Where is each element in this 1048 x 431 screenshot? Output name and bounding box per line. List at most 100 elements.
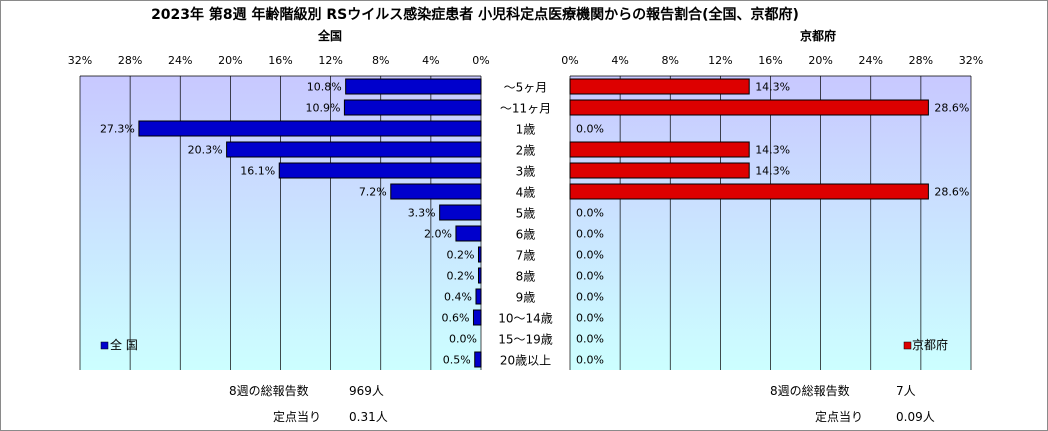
right-per-value: 0.09人 bbox=[896, 410, 935, 424]
category-label: 9歳 bbox=[516, 291, 536, 305]
tick-label-right: 0% bbox=[561, 54, 578, 67]
bar-kyoto bbox=[569, 162, 750, 179]
left-total-value: 969人 bbox=[349, 384, 384, 398]
legend-right-swatch bbox=[903, 341, 912, 350]
category-label: 4歳 bbox=[516, 186, 536, 200]
tick-label-right: 24% bbox=[859, 54, 883, 67]
category-label: 5歳 bbox=[516, 207, 536, 221]
category-labels: ～5ヶ月 ～11ヶ月 1歳 2歳 3歳 4歳 5歳 6歳 7歳 8歳 9歳 10～14歳 15～19歳 2… bbox=[498, 81, 553, 368]
tick-label-left: 32% bbox=[68, 54, 92, 67]
bar-national bbox=[278, 162, 482, 179]
bar-national bbox=[345, 78, 482, 95]
bar-national bbox=[343, 99, 482, 116]
data-label-kyoto: 0.0% bbox=[576, 249, 604, 262]
legend-right: 京都府 bbox=[903, 337, 948, 352]
data-label-kyoto: 0.0% bbox=[576, 270, 604, 283]
data-label-national: 0.5% bbox=[443, 354, 471, 367]
bar-national bbox=[475, 288, 482, 305]
tick-label-right: 32% bbox=[959, 54, 983, 67]
data-label-kyoto: 0.0% bbox=[576, 123, 604, 136]
left-per-label: 定点当り bbox=[273, 409, 321, 424]
data-label-kyoto: 28.6% bbox=[934, 102, 969, 115]
left-total-label: 8週の総報告数 bbox=[229, 383, 309, 398]
bar-national bbox=[390, 183, 482, 200]
tick-label-right: 12% bbox=[708, 54, 732, 67]
data-label-national: 20.3% bbox=[188, 144, 223, 157]
legend-left-label: 全 国 bbox=[110, 337, 138, 352]
data-label-kyoto: 14.3% bbox=[755, 144, 790, 157]
right-total-value: 7人 bbox=[896, 384, 916, 398]
category-label: 3歳 bbox=[516, 165, 536, 179]
bar-national bbox=[477, 267, 482, 284]
tick-label-left: 4% bbox=[422, 54, 439, 67]
left-panel-title: 全国 bbox=[317, 28, 342, 43]
data-label-kyoto: 0.0% bbox=[576, 207, 604, 220]
data-label-kyoto: 0.0% bbox=[576, 312, 604, 325]
data-label-national: 10.8% bbox=[307, 81, 342, 94]
tick-label-left: 0% bbox=[472, 54, 489, 67]
tick-label-left: 12% bbox=[318, 54, 342, 67]
data-label-kyoto: 14.3% bbox=[755, 81, 790, 94]
bar-national bbox=[472, 309, 482, 326]
bar-kyoto bbox=[569, 78, 750, 95]
chart-title: 2023年 第8週 年齢階級別 RSウイルス感染症患者 小児科定点医療機関からの… bbox=[151, 6, 799, 23]
right-total-label: 8週の総報告数 bbox=[770, 383, 850, 398]
tick-label-left: 28% bbox=[118, 54, 142, 67]
data-label-kyoto: 0.0% bbox=[576, 333, 604, 346]
data-label-national: 27.3% bbox=[100, 123, 135, 136]
tick-label-left: 16% bbox=[268, 54, 292, 67]
bar-kyoto bbox=[569, 99, 929, 116]
data-label-national: 10.9% bbox=[305, 102, 340, 115]
tick-label-right: 28% bbox=[909, 54, 933, 67]
bar-kyoto bbox=[569, 183, 929, 200]
data-label-national: 0.6% bbox=[442, 312, 470, 325]
data-label-national: 3.3% bbox=[408, 207, 436, 220]
data-label-kyoto: 0.0% bbox=[576, 228, 604, 241]
data-label-national: 2.0% bbox=[424, 228, 452, 241]
tick-label-right: 20% bbox=[808, 54, 832, 67]
category-label: 1歳 bbox=[516, 123, 536, 137]
tick-label-left: 24% bbox=[168, 54, 192, 67]
data-label-kyoto: 28.6% bbox=[934, 186, 969, 199]
category-label: 10～14歳 bbox=[498, 312, 553, 326]
legend-right-label: 京都府 bbox=[912, 337, 948, 352]
data-label-kyoto: 0.0% bbox=[576, 354, 604, 367]
category-label: 20歳以上 bbox=[500, 354, 551, 368]
right-panel-title: 京都府 bbox=[800, 28, 836, 43]
axis-ticks: 0% 0% 4% 4% 8% 8% 12% 12% 16% 16% 20% 20% 24% 24% 28% 2… bbox=[68, 54, 983, 67]
data-label-national: 0.2% bbox=[447, 249, 475, 262]
bar-national bbox=[439, 204, 482, 221]
category-label: 6歳 bbox=[516, 228, 536, 242]
bars: 10.8% 14.3% 10.9% 28.6% 27.3% 0.0% 20.3% 14.3% 1… bbox=[100, 78, 969, 368]
tick-label-left: 20% bbox=[218, 54, 242, 67]
tick-label-left: 8% bbox=[372, 54, 389, 67]
bar-national bbox=[226, 141, 482, 158]
legend-left: 全 国 bbox=[100, 337, 138, 352]
data-label-national: 0.2% bbox=[447, 270, 475, 283]
category-label: 2歳 bbox=[516, 144, 536, 158]
data-label-kyoto: 14.3% bbox=[755, 165, 790, 178]
data-label-national: 16.1% bbox=[240, 165, 275, 178]
bar-national bbox=[455, 225, 482, 242]
left-per-value: 0.31人 bbox=[349, 410, 388, 424]
category-label: ～11ヶ月 bbox=[500, 102, 551, 116]
bar-national bbox=[138, 120, 482, 137]
data-label-national: 7.2% bbox=[359, 186, 387, 199]
category-label: 8歳 bbox=[516, 270, 536, 284]
tick-label-right: 16% bbox=[758, 54, 782, 67]
category-label: ～5ヶ月 bbox=[504, 81, 548, 95]
data-label-kyoto: 0.0% bbox=[576, 291, 604, 304]
legend-left-swatch bbox=[100, 341, 109, 350]
bar-national bbox=[477, 246, 482, 263]
category-label: 7歳 bbox=[516, 249, 536, 263]
data-label-national: 0.0% bbox=[449, 333, 477, 346]
category-label: 15～19歳 bbox=[498, 333, 553, 347]
tick-label-right: 4% bbox=[611, 54, 628, 67]
bar-national bbox=[474, 351, 482, 368]
data-label-national: 0.4% bbox=[444, 291, 472, 304]
bar-kyoto bbox=[569, 141, 750, 158]
right-per-label: 定点当り bbox=[815, 409, 863, 424]
tick-label-right: 8% bbox=[662, 54, 679, 67]
